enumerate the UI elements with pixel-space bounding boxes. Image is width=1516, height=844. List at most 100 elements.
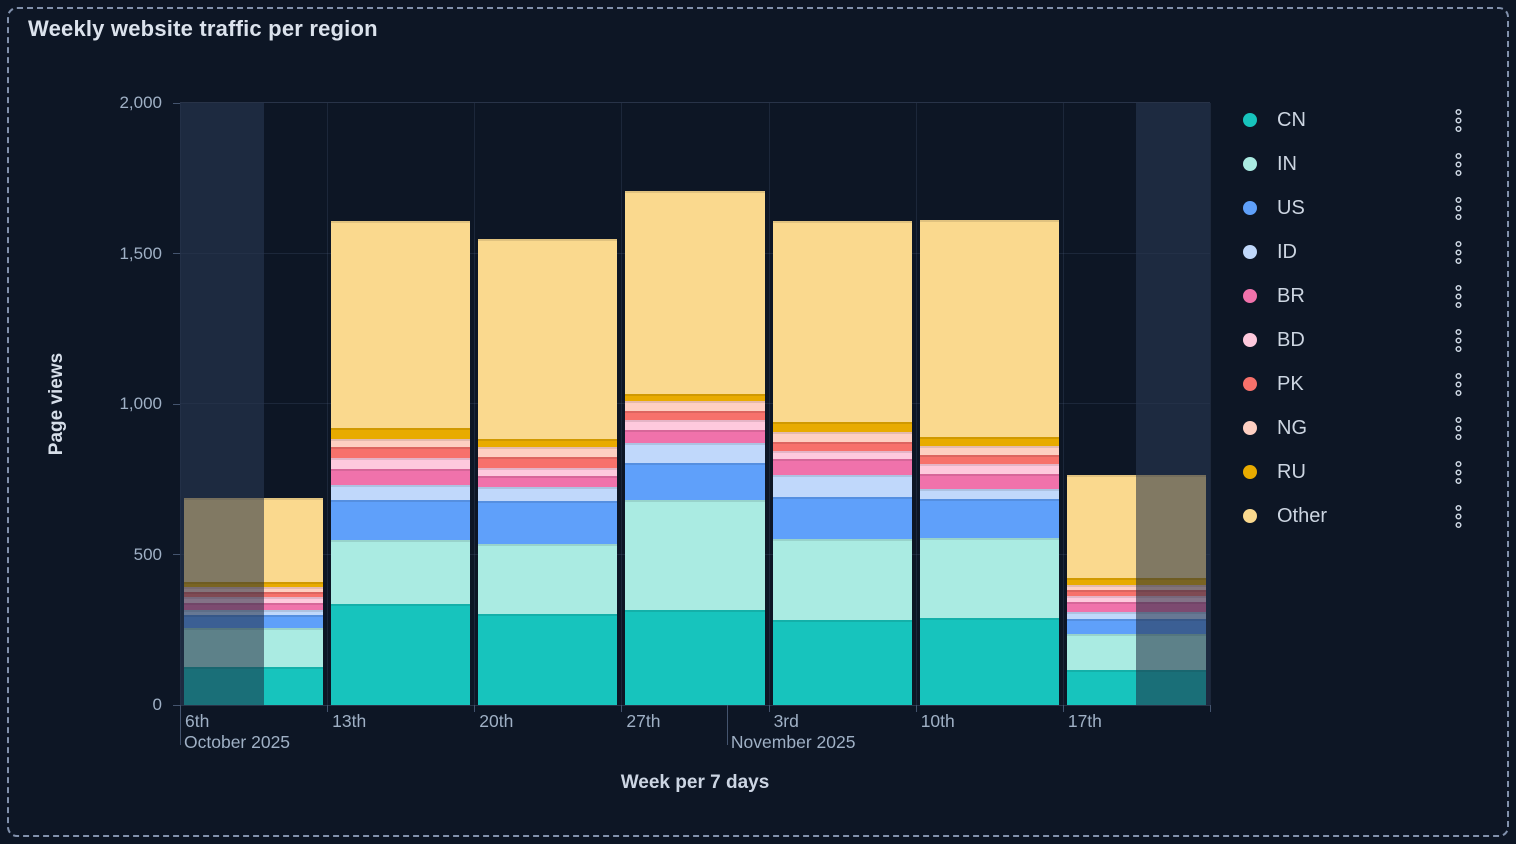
segment-RU: [1066, 578, 1206, 585]
segment-CN: [625, 609, 765, 705]
x-axis-tick: [327, 705, 329, 712]
segment-ID: [919, 488, 1059, 499]
legend-item-label: US: [1277, 196, 1305, 219]
x-tick-label: 27th: [626, 711, 661, 731]
y-axis-tick: [173, 253, 180, 254]
segment-Other: [772, 221, 912, 422]
legend-color-dot: [1243, 377, 1257, 391]
out-of-range-overlay: [1136, 103, 1210, 705]
x-axis-tick: [1062, 705, 1064, 712]
legend-item-label: Other: [1277, 504, 1328, 527]
y-tick-label: 2,000: [119, 93, 162, 112]
segment-CN: [919, 617, 1059, 705]
legend-color-dot: [1243, 289, 1257, 303]
legend-item-US[interactable]: US: [1243, 186, 1467, 230]
segment-BR: [919, 474, 1059, 489]
segment-PK: [625, 410, 765, 420]
legend-item-menu-icon[interactable]: [1454, 372, 1463, 397]
segment-NG: [331, 438, 471, 448]
bar-3rd: [772, 221, 912, 705]
segment-US: [772, 496, 912, 540]
segment-ID: [331, 484, 471, 500]
x-axis-tick: [621, 705, 623, 712]
panel-title: Weekly website traffic per region: [28, 16, 378, 41]
y-tick-label: 0: [152, 695, 162, 714]
segment-Other: [919, 220, 1059, 437]
legend-item-BR[interactable]: BR: [1243, 274, 1467, 318]
segment-BD: [331, 458, 471, 469]
segment-ID: [478, 486, 618, 501]
segment-IN: [331, 540, 471, 605]
segment-BD: [478, 468, 618, 476]
horizontal-gridline: [180, 102, 1210, 103]
segment-IN: [478, 543, 618, 615]
y-tick-label: 1,000: [119, 394, 162, 413]
legend-item-Other[interactable]: Other: [1243, 494, 1467, 538]
legend-item-label: PK: [1277, 372, 1304, 395]
legend-item-menu-icon[interactable]: [1454, 240, 1463, 265]
segment-BR: [625, 429, 765, 443]
legend-item-BD[interactable]: BD: [1243, 318, 1467, 362]
month-boundary-tick: [180, 705, 181, 745]
horizontal-gridline: [180, 705, 1210, 706]
vertical-gridline: [1062, 103, 1064, 705]
legend-item-menu-icon[interactable]: [1454, 504, 1463, 529]
legend-item-menu-icon[interactable]: [1454, 152, 1463, 177]
legend-color-dot: [1243, 245, 1257, 259]
legend: CN IN US ID BR BD PK NG RU Other: [1243, 98, 1467, 538]
segment-BR: [478, 475, 618, 487]
legend-item-menu-icon[interactable]: [1454, 284, 1463, 309]
bar-10th: [919, 220, 1059, 705]
legend-color-dot: [1243, 157, 1257, 171]
legend-item-label: CN: [1277, 108, 1306, 131]
legend-item-label: BR: [1277, 284, 1305, 307]
segment-CN: [331, 604, 471, 705]
bar-13th: [331, 220, 471, 705]
segment-NG: [772, 432, 912, 442]
vertical-gridline: [621, 103, 623, 705]
legend-item-menu-icon[interactable]: [1454, 460, 1463, 485]
legend-color-dot: [1243, 333, 1257, 347]
segment-IN: [919, 538, 1059, 618]
x-tick-label: 3rd: [773, 711, 799, 731]
segment-RU: [919, 436, 1059, 447]
y-tick-label: 500: [133, 544, 162, 564]
legend-item-menu-icon[interactable]: [1454, 416, 1463, 441]
legend-color-dot: [1243, 201, 1257, 215]
legend-item-NG[interactable]: NG: [1243, 406, 1467, 450]
segment-US: [625, 463, 765, 501]
segment-BD: [772, 450, 912, 460]
segment-RU: [331, 427, 471, 439]
x-axis-tick: [1210, 705, 1211, 712]
x-tick-label: 10th: [920, 711, 955, 731]
legend-item-menu-icon[interactable]: [1454, 108, 1463, 133]
legend-item-menu-icon[interactable]: [1454, 328, 1463, 353]
segment-NG: [625, 400, 765, 411]
segment-ID: [625, 442, 765, 464]
segment-Other: [478, 239, 618, 440]
legend-item-ID[interactable]: ID: [1243, 230, 1467, 274]
legend-item-CN[interactable]: CN: [1243, 98, 1467, 142]
x-month-label: October 2025: [184, 732, 291, 752]
bar-27th: [625, 190, 765, 705]
segment-PK: [919, 455, 1059, 465]
legend-item-label: IN: [1277, 152, 1297, 175]
segment-IN: [772, 539, 912, 621]
legend-item-menu-icon[interactable]: [1454, 196, 1463, 221]
x-axis-tick: [474, 705, 476, 712]
y-tick-label: 1,500: [119, 243, 162, 263]
x-axis-tick: [768, 705, 770, 712]
segment-Other: [625, 190, 765, 394]
legend-item-PK[interactable]: PK: [1243, 362, 1467, 406]
legend-item-IN[interactable]: IN: [1243, 142, 1467, 186]
segment-NG: [478, 446, 618, 457]
legend-item-RU[interactable]: RU: [1243, 450, 1467, 494]
x-axis-tick: [915, 705, 917, 712]
segment-BR: [331, 468, 471, 485]
segment-PK: [1066, 590, 1206, 597]
legend-item-label: BD: [1277, 328, 1305, 351]
segment-US: [919, 498, 1059, 539]
x-axis-title: Week per 7 days: [620, 772, 770, 793]
vertical-gridline: [327, 103, 329, 705]
